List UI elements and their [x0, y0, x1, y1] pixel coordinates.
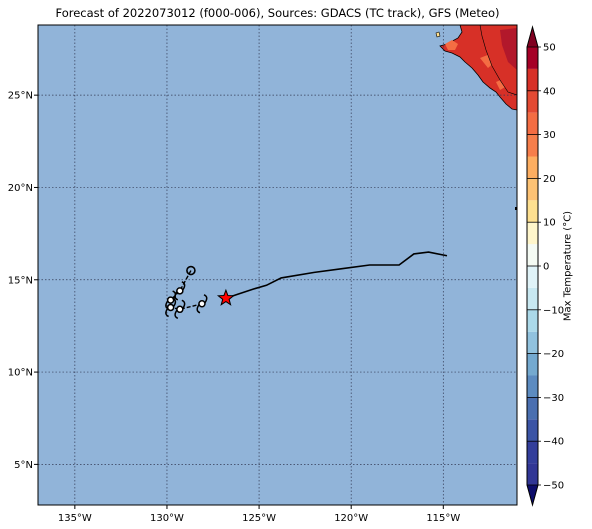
star-icon [216, 288, 235, 306]
colorbar-level [527, 353, 538, 376]
colorbar-level [527, 309, 538, 332]
map-title: Forecast of 2022073012 (f000-006), Sourc… [55, 6, 500, 20]
colorbar-level [527, 134, 538, 157]
map-frame [37, 24, 518, 506]
colorbar-level [527, 68, 538, 91]
colorbar-label: Max Temperature (°C) [562, 210, 574, 322]
colorbar-level [527, 178, 538, 201]
colorbar-tick-label: 30 [543, 130, 556, 141]
lon-tick-label: 120°W [334, 513, 368, 524]
colorbar [526, 25, 539, 507]
colorbar-tick-label: 20 [543, 174, 556, 185]
colorbar-level [527, 47, 538, 69]
colorbar-level [527, 200, 538, 223]
tc-open-circle-icon [186, 265, 196, 276]
colorbar-level [527, 375, 538, 398]
lat-tick-label: 25°N [8, 91, 33, 102]
lon-tick-label: 125°W [242, 513, 276, 524]
colorbar-level [527, 244, 538, 266]
colorbar-level [527, 331, 538, 354]
colorbar-over-arrow [527, 27, 538, 47]
ocean-background [38, 25, 517, 505]
colorbar-tick-label: 50 [543, 43, 556, 54]
tc-symbol-icon [165, 297, 177, 318]
lon-tick-label: 135°W [58, 513, 92, 524]
colorbar-tick-label: −30 [543, 393, 564, 404]
colorbar-tick-label: −40 [543, 437, 564, 448]
colorbar-tick-label: 40 [543, 86, 556, 97]
longitude-ticks: 135°W 130°W 125°W 120°W 115°W [58, 505, 460, 524]
island-small [435, 31, 441, 38]
colorbar-level [527, 419, 538, 442]
lat-tick-label: 10°N [8, 368, 33, 379]
tc-symbol-icon [196, 294, 208, 314]
colorbar-tick-label: 10 [543, 218, 556, 229]
colorbar-level [527, 287, 538, 310]
colorbar-level [527, 156, 538, 179]
map-gridlines [38, 25, 517, 505]
colorbar-under-arrow [527, 485, 538, 505]
track-line [225, 251, 448, 299]
lat-tick-label: 20°N [8, 183, 33, 194]
colorbar-level [527, 90, 538, 113]
tc-symbol-icon [165, 290, 177, 310]
land-warm-patch-1 [445, 40, 458, 50]
land-mexico [435, 25, 517, 210]
colorbar-level [527, 441, 538, 464]
colorbar-tick-label: −10 [543, 305, 564, 316]
lat-tick-label: 15°N [8, 275, 33, 286]
colorbar-tick-label: 0 [543, 262, 549, 273]
colorbar-level [527, 222, 538, 245]
mainland-dark-patch [500, 28, 517, 70]
lon-tick-label: 115°W [426, 513, 460, 524]
tc-symbol-icon [174, 299, 186, 320]
tc-symbol-icon [174, 281, 186, 301]
colorbar-tick-label: −50 [543, 481, 564, 492]
colorbar-level [527, 266, 538, 288]
latitude-ticks: 5°N 10°N 15°N 20°N 25°N [8, 91, 38, 471]
tc-track [165, 251, 448, 320]
colorbar-level [527, 463, 538, 485]
lon-tick-label: 130°W [150, 513, 184, 524]
lat-tick-label: 5°N [14, 460, 33, 471]
colorbar-ticks: −50 −40 −30 −20 −10 0 10 20 30 40 50 [527, 43, 564, 492]
colorbar-level [527, 397, 538, 420]
colorbar-level [527, 112, 538, 135]
colorbar-tick-label: −20 [543, 349, 564, 360]
